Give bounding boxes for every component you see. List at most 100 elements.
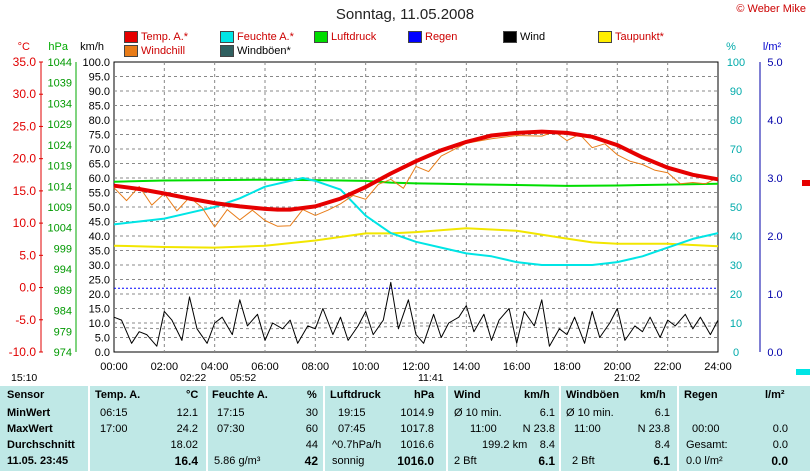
pressure-tick-label: 1009 <box>48 202 72 214</box>
legend-swatch <box>220 31 234 43</box>
time-label: 02:22 <box>180 372 207 384</box>
legend-swatch <box>503 31 517 43</box>
credit-label: © Weber Mike <box>736 3 806 15</box>
x-tick-label: 06:00 <box>251 361 279 373</box>
legend-swatch <box>598 31 612 43</box>
table-divider <box>323 386 325 471</box>
humidity-tick-label: 90 <box>730 86 742 98</box>
wind-tick-label: 95.0 <box>89 72 110 84</box>
temp-tick-label: 25.0 <box>13 119 37 133</box>
humidity-tick-label: 50 <box>730 202 742 214</box>
humidity-tick-label: 10 <box>730 318 742 330</box>
x-tick-label: 18:00 <box>553 361 581 373</box>
humidity-tick-label: 30 <box>730 260 742 272</box>
x-tick-label: 08:00 <box>302 361 330 373</box>
temp-tick-label: 20.0 <box>13 152 37 166</box>
wind-tick-label: 20.0 <box>89 289 110 301</box>
wind-tick-label: 45.0 <box>89 217 110 229</box>
x-tick-label: 00:00 <box>100 361 128 373</box>
wind-tick-label: 0.0 <box>95 347 110 359</box>
time-label: 21:02 <box>614 372 641 384</box>
table-divider <box>206 386 208 471</box>
wind-tick-label: 75.0 <box>89 130 110 142</box>
rain-tick-label: 4.0 <box>767 115 782 127</box>
legend-swatch <box>408 31 422 43</box>
table-header-row: Sensor Temp. A. °C Feuchte A. % Luftdruc… <box>7 389 785 401</box>
humidity-tick-label: 0 <box>733 347 739 359</box>
legend-swatch <box>314 31 328 43</box>
series-line-wind <box>113 281 719 347</box>
legend-dewpoint: Taupunkt* <box>598 31 664 43</box>
legend-swatch <box>220 45 234 57</box>
series-line-luftdruck <box>113 178 719 187</box>
edge-marker <box>802 180 810 186</box>
temp-tick-label: -10.0 <box>9 345 37 359</box>
x-tick-label: 14:00 <box>453 361 481 373</box>
pressure-tick-label: 1024 <box>48 140 72 152</box>
chart-title: Sonntag, 11.05.2008 <box>335 6 475 23</box>
x-tick-label: 02:00 <box>151 361 179 373</box>
table-divider <box>559 386 561 471</box>
pressure-tick-label: 1014 <box>48 181 72 193</box>
weather-chart: °C hPa km/h% l/m² 35.0 30.0 25.0 20.0 15.0 10.0 5.… <box>9 41 810 375</box>
table-divider <box>88 386 90 471</box>
temp-tick-label: -5.0 <box>15 313 36 327</box>
pressure-tick-label: 999 <box>54 243 72 255</box>
wind-tick-label: 30.0 <box>89 260 110 272</box>
series-line-windchill <box>113 131 719 228</box>
x-tick-label: 20:00 <box>604 361 632 373</box>
wind-axis-header: km/h <box>80 41 104 53</box>
temp-tick-label: 0.0 <box>19 281 36 295</box>
x-tick-label: 12:00 <box>402 361 430 373</box>
pressure-tick-label: 984 <box>54 306 72 318</box>
temp-axis-header: °C <box>18 41 30 53</box>
table-row-avg: Durchschnitt 18.02 44 ^0.7hPa/h 1016.6 1… <box>7 439 788 451</box>
legend-pressure: Luftdruck <box>314 31 376 43</box>
table-divider <box>677 386 679 471</box>
pressure-tick-label: 1019 <box>48 161 72 173</box>
humidity-tick-label: 100 <box>727 57 745 69</box>
wind-tick-label: 80.0 <box>89 115 110 127</box>
wind-tick-label: 100.0 <box>82 57 110 69</box>
pressure-tick-label: 1004 <box>48 223 72 235</box>
x-tick-label: 16:00 <box>503 361 531 373</box>
wind-tick-label: 70.0 <box>89 144 110 156</box>
legend-temp: Temp. A.* <box>124 31 188 43</box>
edge-marker <box>796 369 810 375</box>
rain-axis-header: l/m² <box>763 41 782 53</box>
temp-tick-label: 30.0 <box>13 87 37 101</box>
legend-swatch <box>124 45 138 57</box>
x-tick-label: 10:00 <box>352 361 380 373</box>
pressure-tick-label: 1029 <box>48 119 72 131</box>
humidity-tick-label: 20 <box>730 289 742 301</box>
wind-tick-label: 25.0 <box>89 275 110 287</box>
legend-wind: Wind <box>503 31 545 43</box>
legend-humidity: Feuchte A.* <box>220 31 294 43</box>
series-line-windb-en- <box>113 325 719 330</box>
legend-rain: Regen <box>408 31 457 43</box>
table-row-max: MaxWert 17:00 24.2 07:30 60 07:45 1017.8… <box>7 423 788 435</box>
table-divider <box>446 386 448 471</box>
stats-table: Sensor Temp. A. °C Feuchte A. % Luftdruc… <box>0 386 810 471</box>
temp-tick-label: 5.0 <box>19 248 36 262</box>
x-tick-label: 24:00 <box>704 361 732 373</box>
wind-tick-label: 85.0 <box>89 101 110 113</box>
wind-tick-label: 60.0 <box>89 173 110 185</box>
time-label: 05:52 <box>230 372 257 384</box>
rain-tick-label: 1.0 <box>767 289 782 301</box>
pressure-tick-label: 994 <box>54 264 72 276</box>
pressure-tick-label: 979 <box>54 326 72 338</box>
pressure-tick-label: 1034 <box>48 98 72 110</box>
x-tick-label: 04:00 <box>201 361 229 373</box>
wind-tick-label: 50.0 <box>89 202 110 214</box>
humidity-tick-label: 40 <box>730 231 742 243</box>
wind-tick-label: 5.0 <box>95 333 110 345</box>
rain-tick-label: 0.0 <box>767 347 782 359</box>
pressure-tick-label: 974 <box>54 347 72 359</box>
time-label: 11:41 <box>418 372 444 384</box>
humidity-tick-label: 80 <box>730 115 742 127</box>
humidity-tick-label: 70 <box>730 144 742 156</box>
humidity-tick-label: 60 <box>730 173 742 185</box>
pressure-tick-label: 1044 <box>48 57 72 69</box>
rain-tick-label: 5.0 <box>767 57 782 69</box>
